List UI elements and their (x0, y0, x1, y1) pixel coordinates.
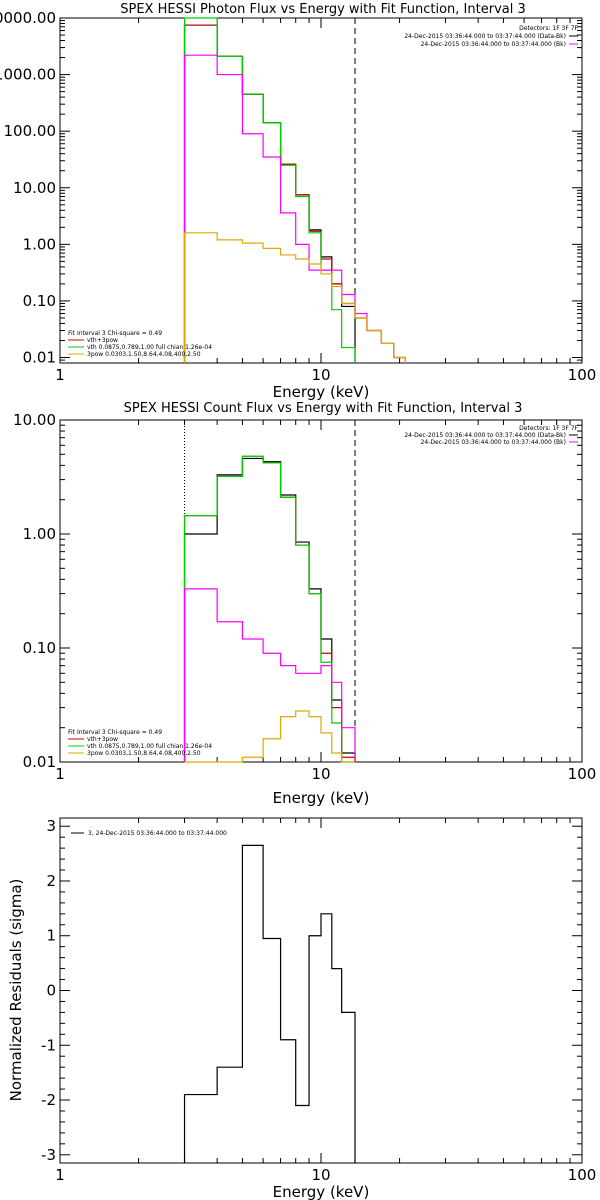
residuals-series-residual (183, 844, 356, 1163)
photon-flux-header: Detectors: 1F 3F 7F 24-Dec-2015 03:36:44… (404, 25, 578, 48)
count-flux-series-fit-total (183, 455, 356, 762)
photon-flux-ytick-label: 1000.00 (0, 66, 56, 84)
photon-flux-series-3pow (183, 232, 406, 363)
residuals-ytick-label: -3 (41, 1146, 56, 1164)
count-flux-title: SPEX HESSI Count Flux vs Energy with Fit… (124, 401, 523, 416)
photon-flux-axes-frame (59, 17, 583, 364)
photon-flux-ytick-label: 0.01 (23, 349, 56, 367)
photon-flux-fit-model: vth+3pow (87, 337, 118, 344)
residuals-legend-label: 3, 24-Dec-2015 03:36:44.000 to 03:37:44.… (88, 830, 227, 837)
residuals-ytick-label: 1 (46, 927, 56, 945)
photon-flux-fit-interval: Fit Interval 3 Chi-square = 0.49 (68, 330, 162, 337)
photon-flux-panel: SPEX HESSI Photon Flux vs Energy with Fi… (0, 2, 596, 401)
photon-flux-series-data (183, 24, 356, 363)
residuals-xlabel: Energy (keV) (273, 1183, 370, 1200)
count-flux-3pow-params: 3pow 0.0303,1.50,8.64,4.08,400,2.50 (87, 750, 201, 757)
residuals-ytick-label: 0 (46, 982, 56, 1000)
count-flux-detectors: Detectors: 1F 3F 7F (519, 425, 578, 432)
residuals-xtick-label: 100 (568, 1166, 597, 1184)
count-flux-fit-model: vth+3pow (87, 736, 118, 743)
photon-flux-xtick-label: 10 (311, 366, 330, 384)
count-flux-ytick-label: 1.00 (23, 525, 56, 543)
photon-flux-bk-interval: 24-Dec-2015 03:36:44.000 to 03:37:44.000… (421, 41, 566, 48)
count-flux-series-3pow (184, 710, 356, 763)
photon-flux-series-3pow-a (183, 54, 406, 363)
count-flux-data-interval: 24-Dec-2015 03:36:44.000 to 03:37:44.000… (404, 432, 566, 439)
count-flux-bk-interval: 24-Dec-2015 03:36:44.000 to 03:37:44.000… (421, 439, 566, 446)
count-flux-xlabel: Energy (keV) (273, 789, 370, 807)
count-flux-fit-interval: Fit Interval 3 Chi-square = 0.49 (68, 729, 162, 736)
count-flux-ytick-label: 0.10 (23, 639, 56, 657)
count-flux-fit-legend: Fit Interval 3 Chi-square = 0.49 vth+3po… (68, 729, 212, 757)
photon-flux-fit-legend: Fit Interval 3 Chi-square = 0.49 vth+3po… (68, 330, 212, 358)
count-flux-xtick-label: 10 (311, 765, 330, 783)
residuals-ylabel: Normalized Residuals (sigma) (7, 879, 25, 1102)
photon-flux-vth-params: vth 0.0875,0.789,1.00 full chian 1.26e-0… (87, 344, 212, 351)
residuals-axes-frame (59, 817, 583, 1164)
count-flux-ytick-label: 10.00 (13, 411, 56, 429)
photon-flux-data-interval: 24-Dec-2015 03:36:44.000 to 03:37:44.000… (404, 33, 566, 40)
photon-flux-ytick-label: 100.00 (4, 122, 57, 140)
residuals-xtick-label: 10 (311, 1166, 330, 1184)
count-flux-xtick-label: 1 (55, 765, 65, 783)
photon-flux-title: SPEX HESSI Photon Flux vs Energy with Fi… (120, 2, 526, 17)
photon-flux-xtick-label: 1 (55, 366, 65, 384)
photon-flux-xlabel: Energy (keV) (273, 383, 370, 401)
photon-flux-xtick-label: 100 (568, 366, 597, 384)
residuals-legend: 3, 24-Dec-2015 03:36:44.000 to 03:37:44.… (71, 830, 227, 837)
photon-flux-ytick-label: 0.10 (23, 292, 56, 310)
residuals-ytick-label: -2 (41, 1091, 56, 1109)
residuals-ytick-label: 2 (46, 872, 56, 890)
count-flux-series-3pow-a (183, 588, 356, 762)
photon-flux-series-fit-total (183, 24, 406, 363)
photon-flux-3pow-params: 3pow 0.0303,1.50,8.64,4.08,400,2.50 (87, 351, 201, 358)
residuals-ytick-label: -1 (41, 1036, 56, 1054)
photon-flux-series-vth (183, 17, 356, 363)
photon-flux-ytick-label: 1.00 (23, 235, 56, 253)
count-flux-series-vth (183, 455, 356, 763)
photon-flux-detectors: Detectors: 1F 3F 7F (519, 25, 578, 32)
count-flux-panel: SPEX HESSI Count Flux vs Energy with Fit… (13, 401, 596, 807)
count-flux-vth-params: vth 0.0875,0.789,1.00 full chian 1.26e-0… (87, 743, 212, 750)
residuals-ytick-label: 3 (46, 817, 56, 835)
residuals-xtick-label: 1 (55, 1166, 65, 1184)
count-flux-series-data (183, 457, 356, 762)
count-flux-header: Detectors: 1F 3F 7F 24-Dec-2015 03:36:44… (404, 425, 578, 446)
count-flux-xtick-label: 100 (568, 765, 597, 783)
photon-flux-ytick-label: 10.00 (13, 179, 56, 197)
count-flux-ytick-label: 0.01 (23, 753, 56, 771)
